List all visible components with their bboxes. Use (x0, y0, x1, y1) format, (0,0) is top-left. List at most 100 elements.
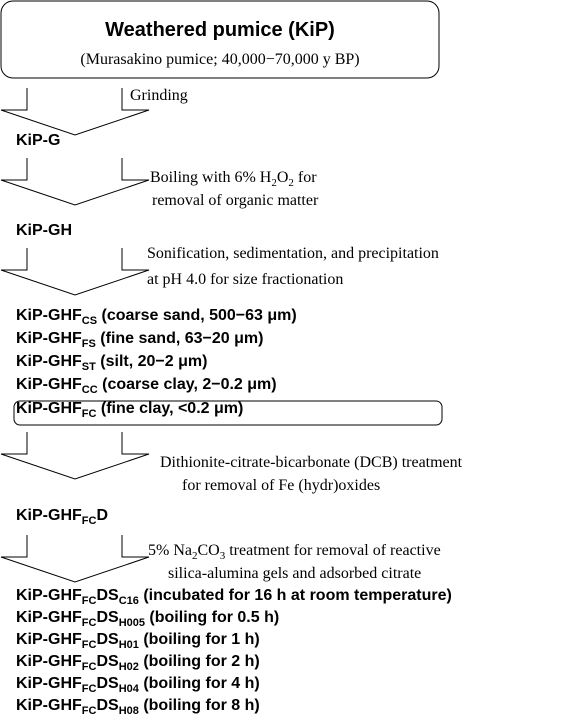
subscript: CC (82, 384, 98, 396)
text-segment: (fine sand, 63−20 μm) (96, 330, 264, 347)
product-label: KiP-GHFFCDSH08 (boiling for 8 h) (16, 697, 260, 717)
subscript: FC (82, 705, 97, 717)
subscript: FC (82, 639, 97, 651)
subscript: CS (82, 315, 97, 327)
text-segment: KiP-GHF (16, 631, 82, 648)
product-label: KiP-GHFCS (coarse sand, 500−63 μm) (16, 307, 297, 327)
text-segment: D (96, 507, 108, 524)
text-segment: KiP-GHF (16, 653, 82, 670)
text-segment: Boiling with 6% H (150, 169, 272, 186)
treatment-text: Sonification, sedimentation, and precipi… (147, 245, 439, 262)
product-label: KiP-GHFFC (fine clay, <0.2 μm) (16, 400, 243, 420)
text-segment: DS (96, 609, 119, 626)
treatment-text: 5% Na2CO3 treatment for removal of react… (148, 542, 441, 562)
text-segment: KiP-GHF (16, 587, 82, 604)
text-segment: (boiling for 2 h) (139, 653, 260, 670)
text-segment: Sonification, sedimentation, and precipi… (147, 245, 439, 262)
text-segment: at pH 4.0 for size fractionation (147, 271, 343, 288)
text-segment: (boiling for 1 h) (139, 631, 260, 648)
product-label: KiP-GHFFCDSH005 (boiling for 0.5 h) (16, 609, 279, 629)
text-segment: O (277, 169, 289, 186)
text-segment: KiP-GHF (16, 609, 82, 626)
subscript: 2 (288, 177, 294, 189)
text-segment: (boiling for 8 h) (139, 697, 260, 714)
product-label: KiP-GHFCC (coarse clay, 2−0.2 μm) (16, 376, 277, 396)
subscript: FC (82, 408, 97, 420)
text-segment: (incubated for 16 h at room temperature) (139, 587, 452, 604)
text-segment: KiP-GHF (16, 307, 82, 324)
text-segment: DS (96, 631, 119, 648)
product-label: KiP-GHFFCDSH04 (boiling for 4 h) (16, 675, 260, 695)
treatment-text: removal of organic matter (152, 192, 319, 209)
text-segment: KiP-GHF (16, 400, 82, 417)
product-label: KiP-GH (16, 222, 72, 239)
source-box (0, 0, 440, 79)
text-segment: for (294, 169, 317, 186)
text-segment: silica-alumina gels and adsorbed citrate (168, 565, 421, 582)
product-label: KiP-GHFFCDSC16 (incubated for 16 h at ro… (16, 587, 452, 607)
source-subtitle: (Murasakino pumice; 40,000−70,000 y BP) (80, 51, 359, 68)
subscript: H01 (119, 639, 139, 651)
process-arrow (0, 248, 150, 296)
subscript: H04 (119, 683, 140, 695)
process-arrow (0, 88, 150, 136)
subscript: C16 (119, 595, 139, 607)
text-segment: DS (96, 697, 119, 714)
subscript: FC (82, 595, 97, 607)
text-segment: Grinding (130, 87, 188, 104)
text-segment: KiP-GHF (16, 353, 82, 370)
text-segment: CO (197, 542, 219, 559)
subscript: H08 (119, 705, 139, 717)
subscript: 2 (192, 550, 198, 562)
text-segment: (boiling for 4 h) (139, 675, 260, 692)
subscript: H02 (119, 661, 139, 673)
text-segment: KiP-GHF (16, 697, 82, 714)
text-segment: DS (96, 587, 119, 604)
text-segment: (silt, 20−2 μm) (96, 353, 208, 370)
product-label: KiP-GHFFCDSH01 (boiling for 1 h) (16, 631, 260, 651)
text-segment: for removal of Fe (hydr)oxides (182, 477, 380, 494)
text-segment: DS (96, 675, 119, 692)
text-segment: KiP-GH (16, 222, 72, 239)
text-segment: (coarse clay, 2−0.2 μm) (98, 376, 277, 393)
subscript: FC (82, 617, 97, 629)
process-arrow (0, 535, 150, 583)
process-arrow (0, 432, 150, 480)
text-segment: Dithionite-citrate-bicarbonate (DCB) tre… (160, 454, 463, 471)
text-segment: treatment for removal of reactive (225, 542, 440, 559)
subscript: FC (82, 661, 97, 673)
text-segment: KiP-GHF (16, 330, 82, 347)
text-segment: KiP-GHF (16, 675, 82, 692)
text-segment: KiP-GHF (16, 507, 82, 524)
subscript: 3 (220, 550, 226, 562)
process-arrow (0, 158, 150, 206)
text-segment: DS (96, 653, 119, 670)
treatment-text: silica-alumina gels and adsorbed citrate (168, 565, 421, 582)
product-label: KiP-GHFST (silt, 20−2 μm) (16, 353, 207, 373)
product-label: KiP-GHFFCD (16, 507, 108, 527)
subscript: FS (82, 338, 96, 350)
product-label: KiP-G (16, 132, 60, 149)
treatment-text: Dithionite-citrate-bicarbonate (DCB) tre… (160, 454, 463, 471)
subscript: ST (82, 361, 96, 373)
subscript: FC (82, 515, 97, 527)
selected-fraction-box (13, 400, 443, 426)
text-segment: KiP-GHF (16, 376, 82, 393)
text-segment: (fine clay, <0.2 μm) (96, 400, 243, 417)
text-segment: removal of organic matter (152, 192, 319, 209)
source-title: Weathered pumice (KiP) (105, 19, 335, 41)
text-segment: (coarse sand, 500−63 μm) (97, 307, 297, 324)
product-label: KiP-GHFFCDSH02 (boiling for 2 h) (16, 653, 260, 673)
text-segment: (boiling for 0.5 h) (145, 609, 279, 626)
treatment-text: for removal of Fe (hydr)oxides (182, 477, 380, 494)
subscript: FC (82, 683, 97, 695)
treatment-text: Boiling with 6% H2O2 for (150, 169, 317, 189)
text-segment: 5% Na (148, 542, 192, 559)
subscript: 2 (271, 177, 277, 189)
treatment-text: at pH 4.0 for size fractionation (147, 271, 343, 288)
product-label: KiP-GHFFS (fine sand, 63−20 μm) (16, 330, 263, 350)
subscript: H005 (119, 617, 145, 629)
text-segment: KiP-G (16, 132, 60, 149)
